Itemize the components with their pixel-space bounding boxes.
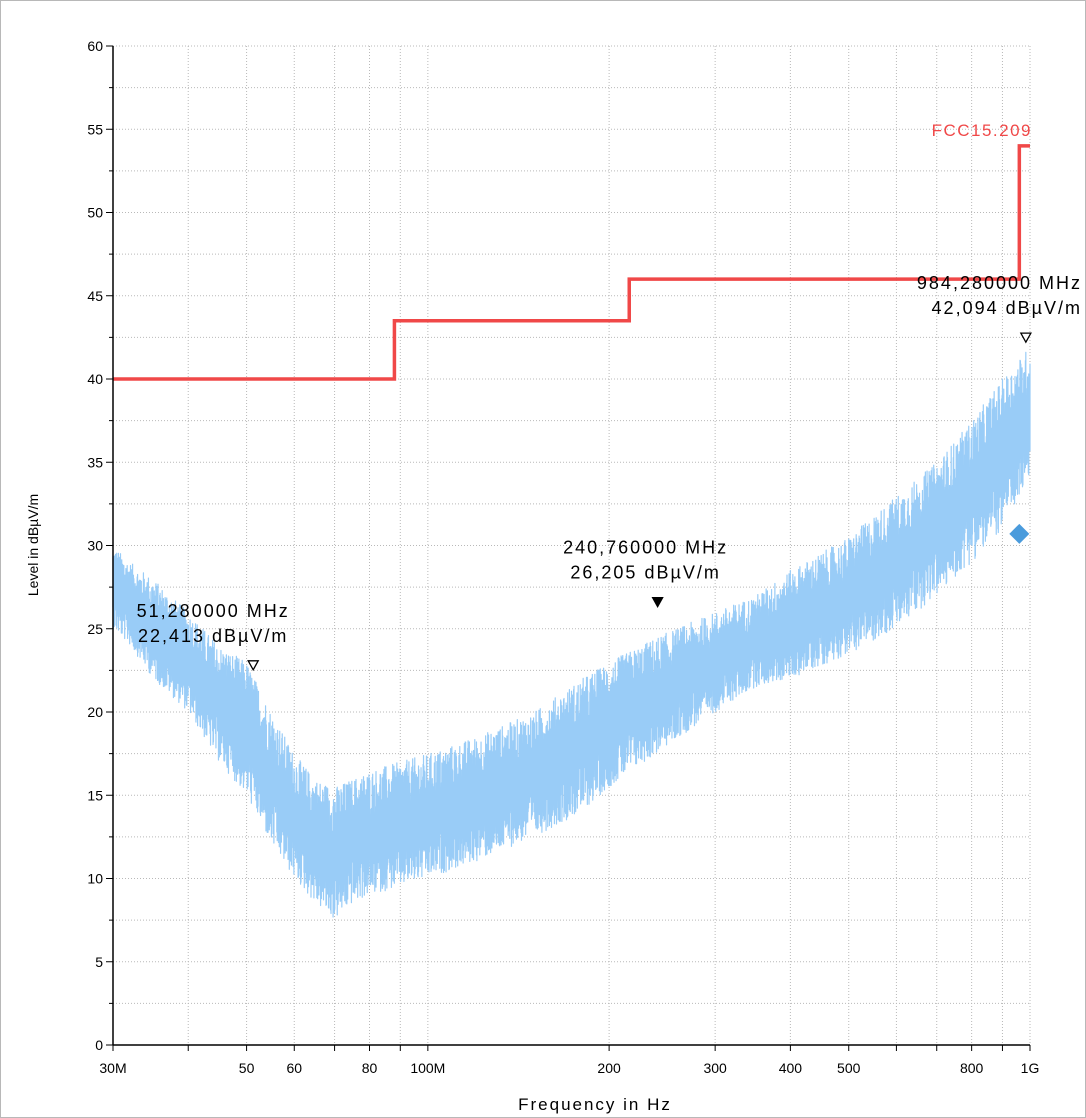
y-tick-label: 45 (87, 288, 103, 304)
y-tick-label: 60 (87, 38, 103, 54)
marker-triangle (1019, 332, 1032, 344)
marker-frequency-label: 51,280000 MHz (137, 601, 290, 621)
marker-frequency-label: 240,760000 MHz (563, 538, 728, 558)
marker-triangle (651, 597, 664, 609)
x-tick-label: 300 (703, 1060, 727, 1076)
y-tick-label: 55 (87, 121, 103, 137)
markers: 51,280000 MHz 22,413 dBµV/m 240,760000 MHz… (137, 273, 1082, 672)
spectrum-trace (112, 351, 1031, 918)
x-tick-label: 800 (960, 1060, 984, 1076)
final-point-diamond (1009, 523, 1030, 544)
x-tick-label: 80 (362, 1060, 378, 1076)
marker-level-label: 26,205 dBµV/m (570, 563, 720, 583)
x-tick-label: 1G (1021, 1060, 1040, 1076)
marker-level-label: 22,413 dBµV/m (138, 626, 288, 646)
x-tick-label: 60 (286, 1060, 302, 1076)
marker-frequency-label: 984,280000 MHz (917, 273, 1082, 293)
x-tick-label: 500 (837, 1060, 861, 1076)
x-tick-label: 100M (410, 1060, 445, 1076)
limit-name-label: FCC15.209 (932, 121, 1032, 140)
x-axis-title: Frequency in Hz (518, 1095, 672, 1114)
y-axis-title: Level in dBµV/m (25, 494, 41, 596)
final-points (1009, 523, 1030, 544)
y-tick-label: 15 (87, 787, 103, 803)
x-tick-label: 400 (779, 1060, 803, 1076)
y-tick-label: 25 (87, 621, 103, 637)
axes: 0 5 10 15 20 25 30 35 40 45 50 55 60 30M 50 60 80 100M 200… (87, 38, 1039, 1076)
spectrum-path (112, 351, 1031, 918)
y-tick-label: 10 (87, 871, 103, 887)
marker-level-label: 42,094 dBµV/m (932, 298, 1082, 318)
y-tick-label: 30 (87, 538, 103, 554)
x-tick-label: 200 (597, 1060, 621, 1076)
limit-line: FCC15.209 (113, 121, 1032, 381)
y-tick-label: 50 (87, 205, 103, 221)
y-tick-label: 40 (87, 371, 103, 387)
marker-triangle (247, 660, 260, 672)
y-tick-label: 20 (87, 704, 103, 720)
y-tick-label: 5 (95, 954, 103, 970)
y-tick-label: 0 (95, 1037, 103, 1053)
x-tick-label: 50 (239, 1060, 255, 1076)
y-tick-label: 35 (87, 454, 103, 470)
x-tick-label: 30M (99, 1060, 126, 1076)
limit-path (113, 144, 1030, 381)
